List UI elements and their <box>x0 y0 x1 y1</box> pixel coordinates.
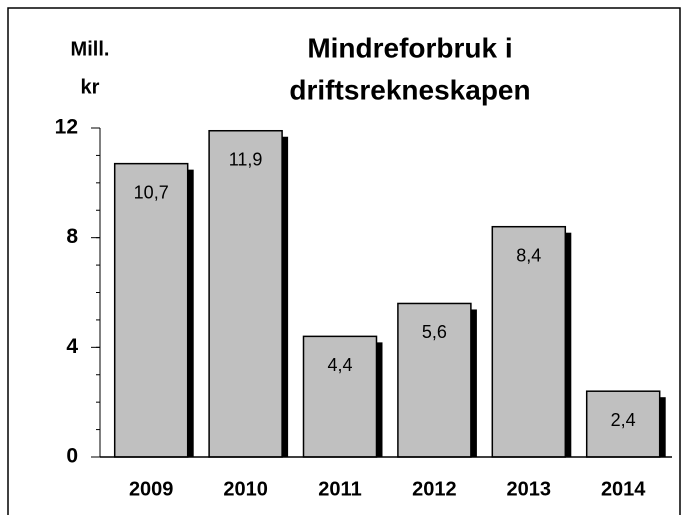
x-tick-label: 2011 <box>318 478 361 500</box>
bar <box>302 335 378 458</box>
bar <box>585 390 661 458</box>
x-tick-label: 2010 <box>223 478 268 500</box>
y-tick-label: 12 <box>55 116 78 139</box>
y-tick-label: 4 <box>66 335 78 358</box>
data-label: 11,9 <box>229 149 263 169</box>
chart-title: driftsrekneskapen <box>289 74 530 105</box>
x-tick-label: 2012 <box>412 478 457 500</box>
y-axis-label: Mill. <box>71 38 110 60</box>
y-tick-label: 8 <box>66 225 78 248</box>
bar <box>113 162 189 458</box>
chart-title: Mindreforbruk i <box>307 32 512 63</box>
data-label: 5,6 <box>422 322 447 342</box>
y-tick-label: 0 <box>66 445 78 468</box>
data-label: 8,4 <box>516 245 541 265</box>
x-tick-label: 2014 <box>601 478 646 500</box>
bar <box>397 302 472 458</box>
frame <box>7 7 681 515</box>
data-label: 10,7 <box>134 182 169 202</box>
bar <box>208 129 283 458</box>
y-axis-label: kr <box>81 76 100 98</box>
data-label: 2,4 <box>611 410 636 430</box>
data-label: 4,4 <box>327 355 352 375</box>
x-tick-label: 2013 <box>507 478 552 500</box>
x-tick-label: 2009 <box>129 478 174 500</box>
